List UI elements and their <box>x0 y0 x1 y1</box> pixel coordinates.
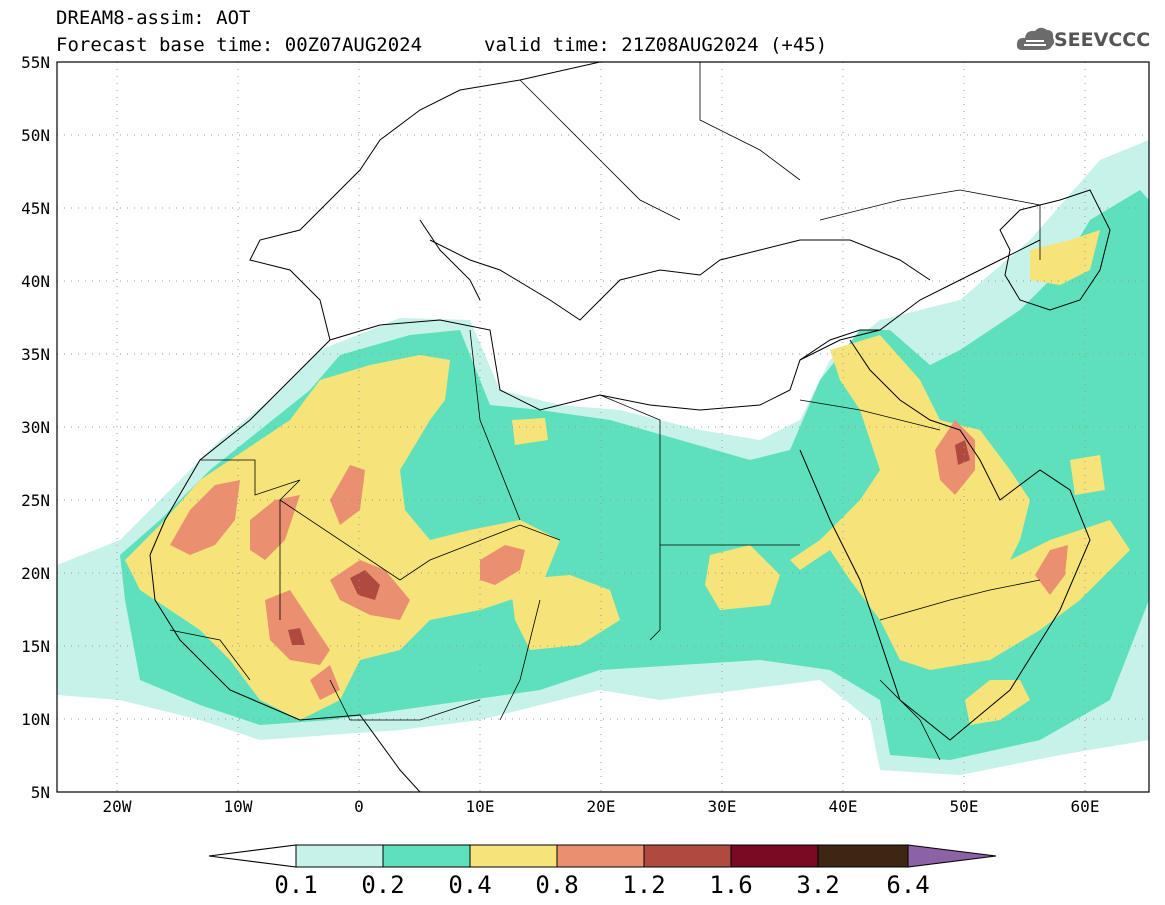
lat-label: 50N <box>21 126 50 145</box>
lon-label: 30E <box>708 797 737 816</box>
colorbar-tick: 0.1 <box>274 871 317 899</box>
aot-band-0-8-oman <box>1035 545 1068 595</box>
lon-label: 0 <box>354 797 364 816</box>
colorbar-tick: 6.4 <box>886 871 929 899</box>
colorbar-swatch <box>556 844 645 868</box>
lat-label: 35N <box>21 345 50 364</box>
aot-field <box>57 140 1149 775</box>
colorbar-ticks: 0.1 0.2 0.4 0.8 1.2 1.6 3.2 6.4 <box>274 871 929 899</box>
aot-band-0-4-east <box>705 545 780 610</box>
lon-label: 40E <box>829 797 858 816</box>
aot-band-0-4-west <box>125 355 560 720</box>
aot-band-0-8-mali <box>250 495 300 560</box>
lat-label: 5N <box>31 783 50 802</box>
lat-label: 55N <box>21 53 50 72</box>
colorbar-high-arrow <box>907 844 997 868</box>
cloud-logo-icon <box>1016 27 1055 50</box>
aot-band-0-8-algeria <box>330 465 365 525</box>
aot-band-1-2-saudi <box>955 440 970 465</box>
lat-label: 25N <box>21 491 50 510</box>
aot-band-0-8-mauritania <box>170 480 240 555</box>
colorbar-tick: 0.4 <box>448 871 491 899</box>
lon-labels: 20W 10W 0 10E 20E 30E 40E 50E 60E <box>103 797 1100 816</box>
lon-label: 10E <box>466 797 495 816</box>
lat-label: 30N <box>21 418 50 437</box>
colorbar-tick: 1.6 <box>709 871 752 899</box>
graticule <box>57 62 1149 792</box>
lat-label: 45N <box>21 199 50 218</box>
lat-label: 15N <box>21 637 50 656</box>
forecast-base-time: Forecast base time: 00Z07AUG2024 <box>56 34 423 56</box>
lat-label: 40N <box>21 272 50 291</box>
aot-band-0-8-nigeria <box>310 665 340 700</box>
colorbar-tick: 0.2 <box>361 871 404 899</box>
lat-label: 20N <box>21 564 50 583</box>
country-borders <box>169 62 1041 761</box>
colorbar-swatch <box>469 844 558 868</box>
colorbar-swatch <box>382 844 471 868</box>
colorbar-swatch <box>295 844 384 868</box>
lon-label: 50E <box>950 797 979 816</box>
lon-label: 60E <box>1071 797 1100 816</box>
colorbar-low-arrow <box>208 844 297 868</box>
colorbar-swatch <box>643 844 732 868</box>
colorbar-tick: 0.8 <box>535 871 578 899</box>
aot-band-0-8-saudi <box>935 420 975 495</box>
lon-label: 20W <box>103 797 132 816</box>
lon-label: 10W <box>224 797 253 816</box>
map-title: DREAM8-assim: AOT <box>56 7 251 29</box>
lon-label: 20E <box>587 797 616 816</box>
aot-band-1-2-niger <box>350 570 380 600</box>
coastlines <box>149 62 1111 792</box>
aot-band-0-4-libya <box>512 418 548 445</box>
colorbar <box>208 844 997 868</box>
aot-band-0-4-central <box>510 575 620 650</box>
aot-band-0-8-chad <box>480 545 525 585</box>
colorbar-tick: 3.2 <box>796 871 839 899</box>
colorbar-tick: 1.2 <box>622 871 665 899</box>
colorbar-swatch <box>817 844 909 868</box>
aot-band-1-2-burkina <box>288 628 305 645</box>
aot-band-0-4-caspian <box>1030 230 1100 285</box>
colorbar-swatch <box>730 844 819 868</box>
valid-time: valid time: 21Z08AUG2024 (+45) <box>484 34 828 56</box>
logo-text: SEEVCCC <box>1054 29 1151 51</box>
lat-label: 10N <box>21 710 50 729</box>
map-frame <box>56 61 1150 793</box>
aot-band-0-4-iran <box>1070 455 1105 495</box>
lat-labels: 55N 50N 45N 40N 35N 30N 25N 20N 15N 10N … <box>21 53 50 802</box>
